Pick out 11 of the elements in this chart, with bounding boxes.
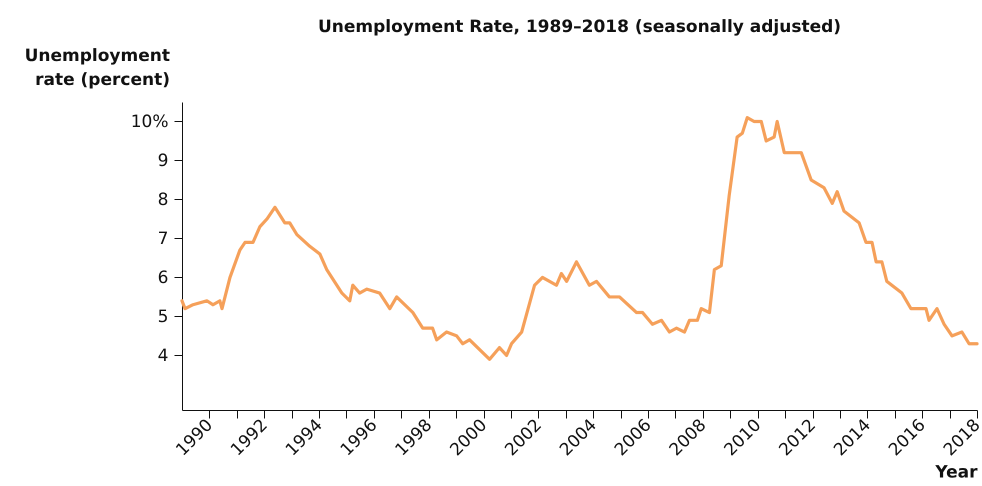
y-tick-label: 5: [158, 306, 168, 327]
y-tick-label: 6: [158, 268, 168, 288]
y-tick-label: 10%: [130, 112, 168, 132]
y-tick-label: 7: [158, 228, 168, 249]
y-tick-label: 9: [158, 150, 168, 171]
line-series: [180, 116, 979, 361]
y-tick-label: 8: [158, 190, 168, 210]
chart-title: Unemployment Rate, 1989–2018 (seasonally adjusted): [318, 17, 842, 37]
y-axis-title: Unemployment rate (percent): [24, 45, 170, 92]
x-axis-title: Year: [934, 462, 978, 483]
y-tick-label: 4: [158, 346, 168, 366]
